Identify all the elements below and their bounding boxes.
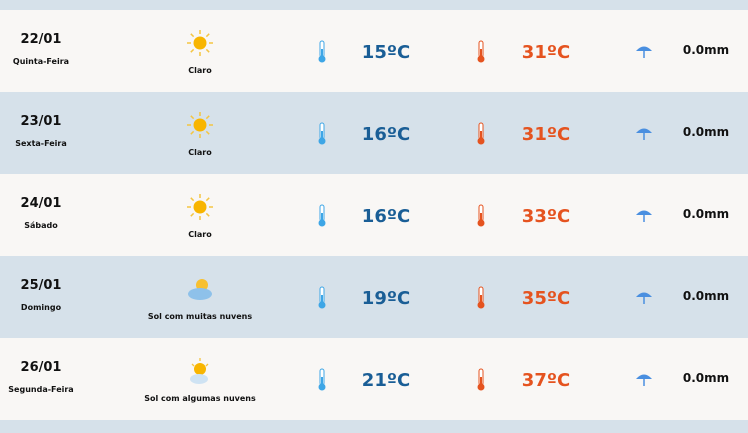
min-temp: 21ºC [361, 370, 411, 391]
max-temp: 37ºC [521, 370, 571, 391]
min-temp: 16ºC [361, 124, 411, 145]
precipitation: 0.0mm [682, 125, 730, 139]
thermometer-cold-icon [317, 204, 327, 228]
thermometer-hot-icon [476, 368, 486, 392]
date: 22/01 [20, 32, 62, 47]
sun-icon [185, 110, 215, 140]
umbrella-icon [635, 288, 653, 306]
sun-cloudy-icon [185, 274, 215, 304]
weekday: Domingo [20, 303, 62, 312]
precipitation: 0.0mm [682, 207, 730, 221]
precipitation: 0.0mm [682, 371, 730, 385]
umbrella-icon [635, 370, 653, 388]
thermometer-hot-icon [476, 204, 486, 228]
date: 26/01 [20, 360, 62, 375]
umbrella-icon [635, 42, 653, 60]
max-temp: 31ºC [521, 124, 571, 145]
thermometer-cold-icon [317, 286, 327, 310]
max-temp: 33ºC [521, 206, 571, 227]
condition-label: Claro [188, 66, 212, 75]
thermometer-hot-icon [476, 286, 486, 310]
weekday: Sexta-Feira [15, 139, 67, 148]
sun-partly-cloudy-icon [185, 356, 215, 386]
thermometer-cold-icon [317, 40, 327, 64]
forecast-row: 22/01 Quinta-Feira Claro 15ºC 31ºC 0.0mm [0, 10, 748, 92]
forecast-row: 26/01 Segunda-Feira Sol com algumas nuve… [0, 338, 748, 420]
umbrella-icon [635, 206, 653, 224]
min-temp: 15ºC [361, 42, 411, 63]
date: 24/01 [20, 196, 62, 211]
condition-label: Claro [188, 230, 212, 239]
precipitation: 0.0mm [682, 43, 730, 57]
weekday: Segunda-Feira [8, 385, 74, 394]
precipitation: 0.0mm [682, 289, 730, 303]
weekday: Quinta-Feira [12, 57, 70, 66]
sun-icon [185, 28, 215, 58]
forecast-row: 25/01 Domingo Sol com muitas nuvens 19ºC… [0, 256, 748, 338]
condition-label: Sol com algumas nuvens [144, 394, 256, 403]
min-temp: 19ºC [361, 288, 411, 309]
thermometer-hot-icon [476, 40, 486, 64]
thermometer-hot-icon [476, 122, 486, 146]
forecast-list: 22/01 Quinta-Feira Claro 15ºC 31ºC 0.0mm… [0, 10, 748, 420]
forecast-row: 24/01 Sábado Claro 16ºC 33ºC 0.0mm [0, 174, 748, 256]
thermometer-cold-icon [317, 368, 327, 392]
max-temp: 35ºC [521, 288, 571, 309]
umbrella-icon [635, 124, 653, 142]
condition-label: Sol com muitas nuvens [147, 312, 253, 321]
sun-icon [185, 192, 215, 222]
forecast-row: 23/01 Sexta-Feira Claro 16ºC 31ºC 0.0mm [0, 92, 748, 174]
condition-label: Claro [188, 148, 212, 157]
thermometer-cold-icon [317, 122, 327, 146]
date: 25/01 [20, 278, 62, 293]
date: 23/01 [20, 114, 62, 129]
weekday: Sábado [24, 221, 58, 230]
max-temp: 31ºC [521, 42, 571, 63]
min-temp: 16ºC [361, 206, 411, 227]
